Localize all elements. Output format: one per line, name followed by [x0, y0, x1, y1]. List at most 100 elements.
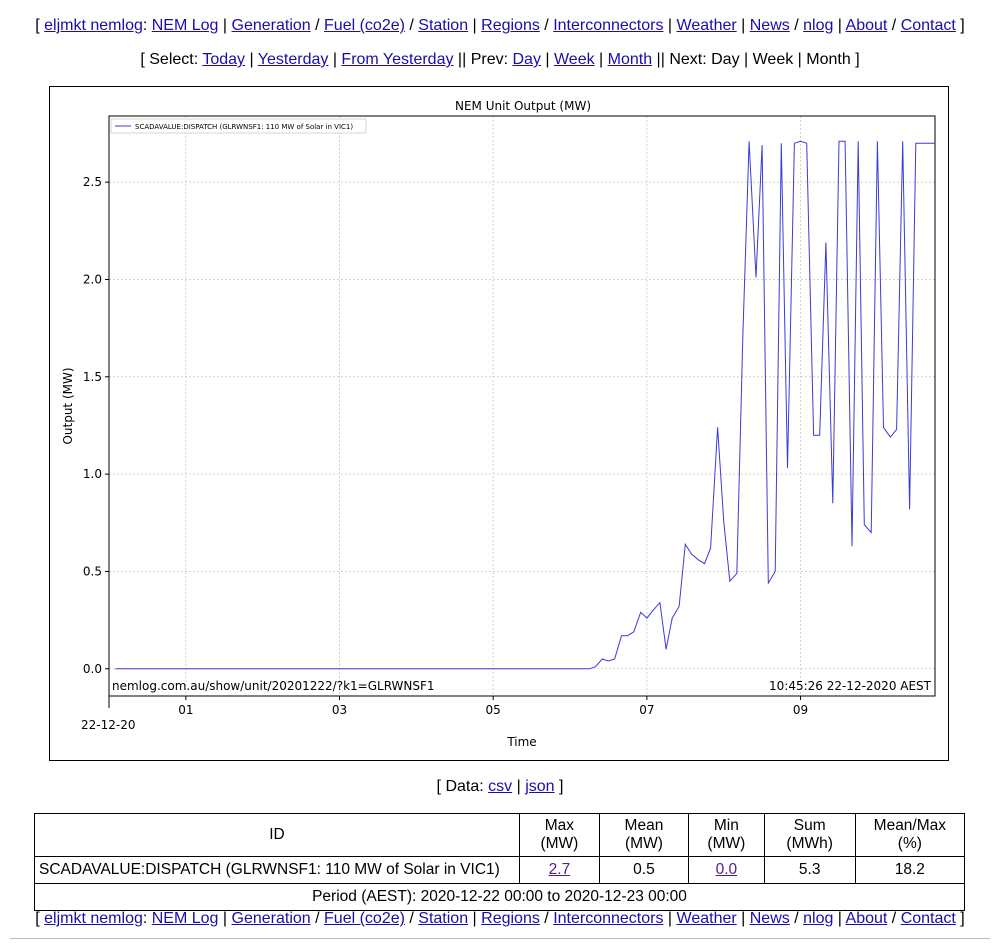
top-nav-separator: | [218, 17, 232, 34]
x-axis-label: Time [506, 735, 536, 749]
row-mean: 0.5 [598, 856, 690, 884]
row-id: SCADAVALUE:DISPATCH (GLRWNSF1: 110 MW of… [34, 856, 520, 884]
legend-label: SCADAVALUE:DISPATCH (GLRWNSF1: 110 MW of… [135, 123, 353, 131]
unit-output-chart: NEM Unit Output (MW) 01 03 05 07 09 0.0 0.5 1.0… [61, 99, 936, 749]
header-mean-max: Mean/Max (%) [854, 813, 966, 857]
top-nav-close-bracket: ] [955, 17, 965, 34]
bottom-nav-link-regions[interactable]: Regions [481, 910, 540, 927]
data-links: [ Data: csv | json ] [436, 778, 564, 795]
bottom-nav-link-nem-log[interactable]: NEM Log [151, 910, 219, 927]
y-tick-label: 0.5 [83, 564, 102, 578]
bottom-nav-separator: | [833, 910, 846, 927]
row-mean-max: 18.2 [854, 856, 966, 884]
yesterday-link[interactable]: Yesterday [257, 51, 329, 68]
csv-link[interactable]: csv [488, 778, 513, 795]
max-link[interactable]: 2.7 [548, 861, 571, 878]
row-min-cell: 0.0 [688, 856, 765, 884]
select-close: ] [855, 51, 860, 68]
top-nav-link-interconnectors[interactable]: Interconnectors [553, 17, 664, 34]
bottom-nav-separator: | [218, 910, 232, 927]
top-nav-separator: / [887, 17, 901, 34]
bottom-nav-link-eljmkt-nemlog[interactable]: eljmkt nemlog [44, 910, 143, 927]
chart-image: NEM Unit Output (MW) 01 03 05 07 09 0.0 0.5 1.0… [49, 86, 949, 761]
x-tick-label: 05 [486, 703, 501, 717]
data-prefix: [ Data: [436, 778, 484, 795]
bottom-nav-link-nlog[interactable]: nlog [803, 910, 834, 927]
legend-box [110, 118, 367, 134]
top-nav-separator: / [539, 17, 554, 34]
x-tick-label: 09 [793, 703, 808, 717]
top-nav-link-nem-log[interactable]: NEM Log [151, 17, 219, 34]
select-prefix: [ Select: [140, 51, 199, 68]
next-prefix: Next: [669, 51, 707, 68]
top-nav-link-weather[interactable]: Weather [676, 17, 737, 34]
y-axis-label: Output (MW) [61, 367, 75, 444]
bottom-nav-separator: | [736, 910, 750, 927]
prev-month-link[interactable]: Month [607, 51, 653, 68]
stats-header-row: ID Max (MW) Mean (MW) Min (MW) Sum (MWh)… [34, 813, 966, 857]
y-tick-label: 2.0 [83, 272, 102, 286]
prev-prefix: Prev: [470, 51, 509, 68]
chart-footer-url: nemlog.com.au/show/unit/20201222/?k1=GLR… [112, 679, 435, 693]
chart-title: NEM Unit Output (MW) [455, 99, 591, 113]
bottom-nav-separator: / [789, 910, 804, 927]
bottom-nav-link-weather[interactable]: Weather [676, 910, 737, 927]
x-tick-label: 07 [639, 703, 654, 717]
x-date-label: 22-12-20 [81, 718, 135, 732]
y-tick-label: 1.0 [83, 467, 102, 481]
row-sum: 5.3 [763, 856, 856, 884]
from-yesterday-link[interactable]: From Yesterday [341, 51, 454, 68]
top-nav-link-contact[interactable]: Contact [900, 17, 956, 34]
top-nav-link-fuel-co2e[interactable]: Fuel (co2e) [324, 17, 405, 34]
prev-day-link[interactable]: Day [512, 51, 541, 68]
header-mean: Mean (MW) [598, 813, 690, 857]
top-nav-separator: | [833, 17, 846, 34]
bottom-nav-link-interconnectors[interactable]: Interconnectors [553, 910, 664, 927]
table-row: SCADAVALUE:DISPATCH (GLRWNSF1: 110 MW of… [34, 856, 966, 884]
top-nav-separator: | [736, 17, 750, 34]
bottom-divider [10, 938, 990, 939]
header-id: ID [34, 813, 520, 857]
y-tick-label: 0.0 [83, 662, 102, 676]
bottom-nav-link-about[interactable]: About [845, 910, 888, 927]
date-select-nav: [ Select: Today | Yesterday | From Yeste… [140, 51, 860, 68]
top-nav-link-about[interactable]: About [845, 17, 888, 34]
top-nav-separator: / [404, 17, 419, 34]
bottom-nav-link-contact[interactable]: Contact [900, 910, 956, 927]
next-month-label: Month [806, 51, 851, 68]
bottom-nav-separator: / [404, 910, 419, 927]
bottom-nav-link-fuel-co2e[interactable]: Fuel (co2e) [324, 910, 405, 927]
legend: SCADAVALUE:DISPATCH (GLRWNSF1: 110 MW of… [110, 118, 367, 134]
bottom-nav-close-bracket: ] [955, 910, 965, 927]
top-nav-link-station[interactable]: Station [418, 17, 469, 34]
bottom-nav-separator: / [887, 910, 901, 927]
x-tick-label: 01 [178, 703, 193, 717]
top-nav-separator: | [468, 17, 482, 34]
top-nav-open-bracket: [ [35, 17, 45, 34]
top-nav-link-nlog[interactable]: nlog [803, 17, 834, 34]
next-week-label: Week [752, 51, 794, 68]
top-nav-separator: / [789, 17, 804, 34]
min-link[interactable]: 0.0 [715, 861, 738, 878]
top-nav-link-news[interactable]: News [749, 17, 790, 34]
bottom-nav-separator: | [468, 910, 482, 927]
stats-table: ID Max (MW) Mean (MW) Min (MW) Sum (MWh)… [34, 813, 966, 911]
bottom-nav-link-station[interactable]: Station [418, 910, 469, 927]
top-nav-separator: : [142, 17, 152, 34]
today-link[interactable]: Today [202, 51, 246, 68]
json-link[interactable]: json [525, 778, 555, 795]
series-line [115, 140, 935, 670]
top-nav-link-eljmkt-nemlog[interactable]: eljmkt nemlog [44, 17, 143, 34]
bottom-nav-link-generation[interactable]: Generation [231, 910, 311, 927]
top-nav-link-regions[interactable]: Regions [481, 17, 540, 34]
top-nav-link-generation[interactable]: Generation [231, 17, 311, 34]
row-max-cell: 2.7 [519, 856, 600, 884]
bottom-nav-link-news[interactable]: News [749, 910, 790, 927]
top-nav-separator: | [663, 17, 677, 34]
plot-area [108, 115, 936, 697]
chart-footer-timestamp: 10:45:26 22-12-2020 AEST [769, 679, 932, 693]
header-max: Max (MW) [519, 813, 600, 857]
period-text: Period (AEST): 2020-12-22 00:00 to 2020-… [34, 883, 965, 911]
data-suffix: ] [559, 778, 564, 795]
prev-week-link[interactable]: Week [553, 51, 595, 68]
